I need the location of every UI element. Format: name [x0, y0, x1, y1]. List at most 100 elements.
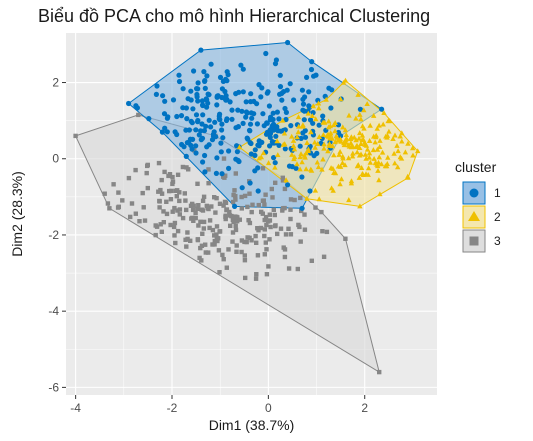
cluster-3-point	[198, 245, 203, 251]
cluster-3-point	[288, 232, 294, 237]
cluster-3-point	[242, 253, 247, 258]
cluster-2-point	[359, 132, 366, 138]
cluster-2-point	[346, 112, 352, 118]
cluster-1-point	[310, 110, 316, 116]
cluster-3-point	[203, 242, 208, 247]
cluster-2-point	[338, 176, 345, 182]
cluster-1-point	[161, 111, 168, 117]
cluster-2-point	[321, 141, 327, 147]
cluster-2-point	[338, 138, 344, 144]
cluster-1-point	[134, 105, 140, 111]
cluster-1-point	[239, 185, 245, 191]
cluster-1-point	[226, 148, 232, 154]
cluster-3-point	[260, 166, 266, 171]
cluster-2-point	[392, 160, 398, 166]
cluster-1-point	[289, 164, 295, 170]
cluster-2-point	[353, 115, 359, 121]
cluster-2-point	[349, 153, 356, 159]
cluster-3-point	[215, 238, 220, 244]
cluster-3-point	[247, 191, 252, 196]
cluster-3-point	[228, 223, 233, 228]
cluster-1-point	[306, 104, 313, 110]
cluster-1-point	[201, 69, 207, 75]
cluster-1-point	[302, 134, 309, 140]
cluster-3-point	[102, 191, 107, 196]
cluster-3-point	[229, 213, 234, 219]
cluster-1-point	[153, 91, 159, 97]
cluster-2-point	[342, 127, 349, 133]
cluster-3-point	[286, 266, 292, 271]
cluster-3-point	[216, 248, 222, 253]
cluster-3-point	[223, 214, 228, 219]
cluster-1-point	[276, 116, 282, 122]
legend-item-2: 2	[462, 205, 501, 229]
cluster-2-point	[366, 154, 372, 160]
cluster-2-point	[325, 131, 331, 137]
cluster-1-point	[159, 129, 165, 135]
cluster-3-point	[283, 232, 289, 237]
cluster-3-point	[120, 198, 125, 203]
cluster-1-point	[282, 127, 288, 133]
cluster-1-point	[274, 109, 280, 115]
cluster-2-point	[360, 172, 367, 177]
cluster-3-point	[280, 175, 285, 180]
cluster-3-point	[217, 229, 223, 234]
cluster-1-point	[308, 66, 315, 73]
cluster-3-point	[221, 203, 226, 208]
cluster-3-point	[177, 198, 182, 204]
cluster-2-point	[312, 144, 318, 150]
cluster-3-point	[140, 190, 145, 196]
cluster-1-point	[271, 155, 277, 161]
legend-label: 1	[494, 186, 501, 200]
cluster-1-point	[255, 188, 261, 194]
cluster-3-point	[280, 178, 286, 183]
cluster-1-point	[233, 156, 239, 162]
cluster-3-point	[159, 191, 165, 196]
cluster-2-point	[410, 145, 416, 151]
cluster-3-point	[286, 226, 291, 231]
cluster-3-point	[253, 233, 258, 239]
cluster-1-point	[178, 113, 185, 119]
cluster-2-point	[320, 119, 326, 125]
cluster-2-point	[330, 165, 336, 171]
cluster-3-point	[233, 214, 238, 219]
y-tick-label: 2	[52, 76, 59, 90]
cluster-2-point	[332, 128, 338, 134]
cluster-2-point	[315, 164, 322, 170]
cluster-2-point	[320, 132, 327, 137]
cluster-1-point	[206, 117, 212, 123]
cluster-2-point	[375, 159, 382, 165]
cluster-1-point	[196, 132, 202, 138]
cluster-2-point	[342, 162, 348, 168]
cluster-3-point	[261, 198, 266, 203]
cluster-3-point	[200, 208, 206, 213]
cluster-1-point	[198, 137, 204, 143]
cluster-2-point	[384, 134, 390, 140]
cluster-3-point	[278, 226, 284, 231]
cluster-3-point	[234, 243, 239, 248]
cluster-1-point	[239, 108, 245, 114]
cluster-2-point	[294, 134, 300, 140]
cluster-2-point	[300, 122, 306, 128]
cluster-3-point	[267, 218, 273, 223]
legend-triangle-icon	[468, 211, 480, 221]
cluster-1-point	[194, 86, 200, 92]
cluster-1-point	[320, 113, 326, 119]
cluster-1-point	[267, 117, 273, 123]
cluster-2-point	[336, 152, 342, 157]
cluster-3-point	[161, 220, 166, 225]
cluster-2-point	[405, 173, 411, 179]
cluster-2-point	[364, 101, 370, 106]
cluster-1-point	[328, 105, 334, 111]
cluster-2-point	[394, 142, 400, 148]
cluster-1-point	[217, 111, 223, 117]
cluster-1-point	[269, 123, 275, 129]
cluster-3-point	[221, 156, 227, 161]
cluster-2-point	[340, 79, 347, 85]
cluster-1-point	[277, 72, 283, 78]
cluster-1-point	[258, 94, 264, 100]
cluster-3-point	[242, 193, 248, 199]
cluster-1-point	[174, 113, 180, 120]
cluster-3-point	[133, 211, 138, 216]
cluster-1-point	[194, 91, 200, 98]
